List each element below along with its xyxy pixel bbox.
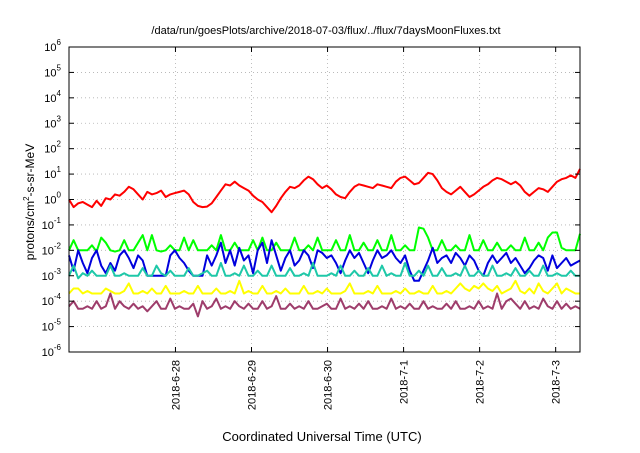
y-tick-label: 10-6 bbox=[42, 343, 62, 359]
y-axis-label-base: protons/cm bbox=[23, 201, 37, 260]
y-tick-label-exp: 3 bbox=[57, 114, 62, 123]
y-tick-label-base: 10 bbox=[44, 42, 56, 54]
y-tick-label-base: 10 bbox=[44, 144, 56, 156]
y-tick-label: 101 bbox=[44, 165, 61, 181]
x-tick-label: 2018-7-3 bbox=[551, 360, 563, 404]
y-tick-label: 100 bbox=[44, 191, 61, 207]
series-line-6 bbox=[68, 292, 581, 318]
y-axis-label-sup: 2 bbox=[22, 196, 31, 201]
y-tick-label: 104 bbox=[44, 89, 61, 105]
series-line-4 bbox=[68, 262, 580, 280]
series-line-3 bbox=[68, 239, 581, 282]
y-tick-label: 10-4 bbox=[42, 292, 62, 308]
y-tick-label-base: 10 bbox=[44, 195, 56, 207]
y-tick-label-exp: -2 bbox=[54, 241, 62, 250]
x-tick-label: 2018-6-30 bbox=[323, 360, 335, 410]
series-line-1 bbox=[68, 168, 581, 214]
y-tick-label: 106 bbox=[44, 38, 61, 54]
series-line-5 bbox=[68, 279, 580, 295]
y-tick-label-base: 10 bbox=[42, 271, 54, 283]
y-tick-label-exp: -1 bbox=[54, 216, 62, 225]
y-tick-label-base: 10 bbox=[44, 93, 56, 105]
y-tick-label-exp: -5 bbox=[54, 318, 62, 327]
series-layer bbox=[68, 168, 581, 318]
y-tick-label-exp: 2 bbox=[57, 140, 62, 149]
y-tick-label-exp: -3 bbox=[54, 267, 62, 276]
y-tick-label-base: 10 bbox=[42, 296, 54, 308]
y-tick-label: 102 bbox=[44, 140, 61, 156]
x-tick-label: 2018-7-1 bbox=[399, 360, 411, 404]
series-line-2 bbox=[68, 226, 581, 253]
x-tick-label: 2018-6-29 bbox=[247, 360, 259, 410]
y-tick-label-exp: 0 bbox=[57, 191, 62, 200]
y-tick-label-exp: 4 bbox=[57, 89, 62, 98]
y-tick-label: 10-1 bbox=[42, 216, 62, 232]
y-tick-label-base: 10 bbox=[44, 118, 56, 130]
y-axis-label: protons/cm2-s-sr-MeV bbox=[22, 144, 37, 260]
x-tick-label: 2018-6-28 bbox=[170, 360, 182, 410]
grid-layer bbox=[69, 47, 580, 352]
y-tick-label-base: 10 bbox=[44, 67, 56, 79]
x-axis-label: Coordinated Universal Time (UTC) bbox=[222, 429, 421, 444]
y-tick-label: 105 bbox=[44, 63, 61, 79]
y-tick-label-exp: 6 bbox=[57, 38, 62, 47]
y-tick-label-base: 10 bbox=[42, 322, 54, 334]
y-tick-label-exp: 1 bbox=[57, 165, 62, 174]
chart-title: /data/run/goesPlots/archive/2018-07-03/f… bbox=[151, 25, 500, 37]
y-tick-label-base: 10 bbox=[42, 245, 54, 257]
y-tick-label-exp: -6 bbox=[54, 343, 62, 352]
y-tick-label-base: 10 bbox=[44, 169, 56, 181]
y-tick-label: 10-3 bbox=[42, 267, 62, 283]
y-tick-label-base: 10 bbox=[42, 347, 54, 359]
y-tick-label-exp: 5 bbox=[57, 63, 62, 72]
y-tick-label: 10-2 bbox=[42, 241, 62, 257]
axis-layer: 10610510410310210110010-110-210-310-410-… bbox=[42, 38, 580, 410]
y-tick-label-exp: -4 bbox=[54, 292, 62, 301]
y-tick-label: 103 bbox=[44, 114, 61, 130]
x-tick-label: 2018-7-2 bbox=[475, 360, 487, 404]
y-axis-label-rest: -s-sr-MeV bbox=[23, 144, 37, 197]
y-tick-label-base: 10 bbox=[42, 220, 54, 232]
y-tick-label: 10-5 bbox=[42, 318, 62, 334]
